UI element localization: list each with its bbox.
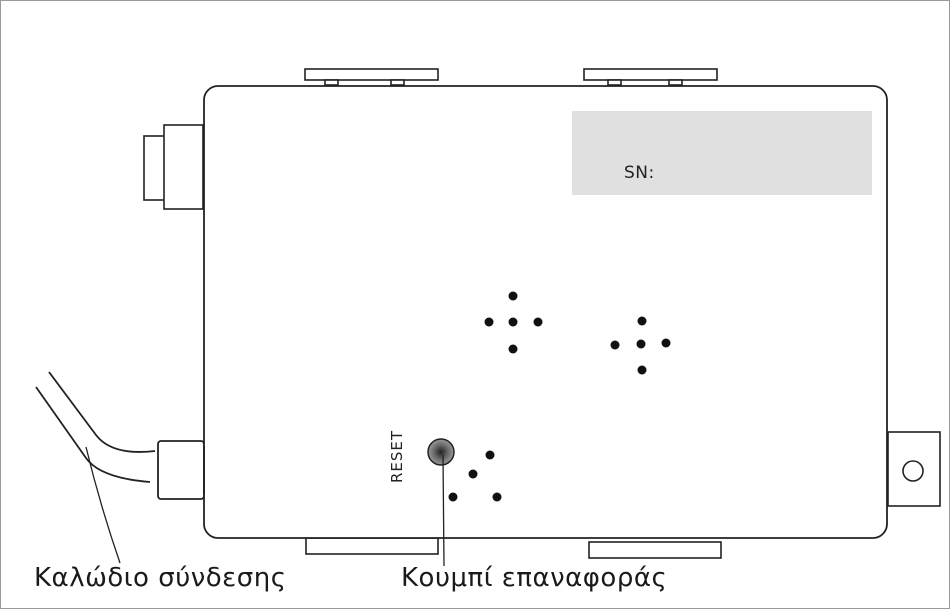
- vent-group-2: [610, 316, 671, 375]
- mounting-tab-bottom-right: [588, 541, 722, 559]
- vent-group-1: [484, 291, 543, 354]
- reset-button-caption: Κουμπί επαναφοράς: [401, 563, 668, 593]
- cable-leader-line: [85, 446, 121, 564]
- screw-icon: [887, 431, 941, 507]
- vent-group-3: [448, 450, 502, 502]
- mounting-tab-bottom-left: [305, 537, 439, 555]
- device-body: [203, 85, 888, 539]
- reset-side-label: RESET: [388, 429, 406, 483]
- side-connector: [143, 124, 204, 210]
- reset-button[interactable]: [427, 438, 455, 466]
- mounting-tab-top-right: [583, 68, 718, 86]
- reset-leader-line: [442, 454, 445, 567]
- mounting-tab-top-left: [304, 68, 439, 86]
- serial-label-plate: [572, 111, 872, 195]
- cable-caption: Καλώδιο σύνδεσης: [34, 563, 287, 593]
- serial-number-label: SN:: [624, 163, 655, 183]
